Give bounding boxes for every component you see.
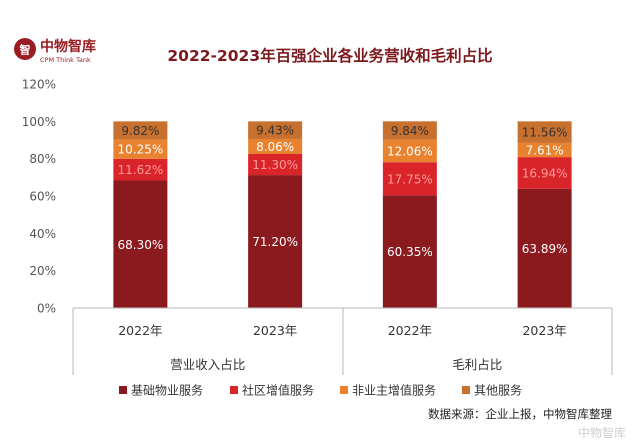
bar-data-label: 16.94% xyxy=(522,166,568,180)
bar-data-label: 12.06% xyxy=(387,144,433,158)
bar-segment xyxy=(113,180,168,308)
bar-data-label: 17.75% xyxy=(387,172,433,186)
legend-swatch xyxy=(119,386,127,394)
bar-data-label: 11.30% xyxy=(252,158,298,172)
bar-segment xyxy=(248,121,303,139)
legend-label: 社区增值服务 xyxy=(242,383,314,398)
x-tick-label: 2023年 xyxy=(522,323,566,338)
legend-label: 非业主增值服务 xyxy=(352,383,436,398)
bar-segment xyxy=(517,157,572,189)
bar-segment xyxy=(382,195,437,308)
x-tick-label: 2023年 xyxy=(253,323,297,338)
legend: 基础物业服务 社区增值服务 非业主增值服务 其他服务 xyxy=(119,383,522,398)
bar-data-label: 9.43% xyxy=(256,124,294,138)
legend-swatch xyxy=(340,386,348,394)
bar-segment xyxy=(517,188,572,308)
x-tick-label: 2022年 xyxy=(388,323,432,338)
legend-label: 其他服务 xyxy=(474,383,522,398)
y-tick-label: 80% xyxy=(29,152,56,166)
x-group-label: 毛利占比 xyxy=(452,357,502,372)
legend-swatch xyxy=(462,386,470,394)
bar-data-label: 63.89% xyxy=(522,242,568,256)
y-tick-label: 40% xyxy=(29,227,56,241)
bar-data-label: 71.20% xyxy=(252,235,298,249)
y-tick-label: 0% xyxy=(37,302,56,316)
brand-name: 中物智库 xyxy=(40,38,96,55)
bar-data-label: 11.56% xyxy=(522,126,568,140)
bar-segment xyxy=(517,121,572,143)
brand-seal-char: 智 xyxy=(20,43,31,57)
bar-data-label: 11.62% xyxy=(117,163,163,177)
bar-data-label: 9.84% xyxy=(391,124,429,138)
chart-title: 2022-2023年百强企业各业务营收和毛利占比 xyxy=(167,46,492,65)
bar-segment xyxy=(113,139,168,159)
bar-data-label: 60.35% xyxy=(387,245,433,259)
bar-segment xyxy=(382,121,437,140)
bar-segment xyxy=(248,138,303,154)
legend-swatch xyxy=(230,386,238,394)
bar-segment xyxy=(382,139,437,163)
y-axis: 0% 20% 40% 60% 80% 100% 120% xyxy=(22,78,56,316)
bar-segment xyxy=(113,158,168,181)
brand-logo: 智 中物智库 CPM Think Tank xyxy=(14,38,96,64)
bar-segment xyxy=(248,175,303,308)
legend-label: 基础物业服务 xyxy=(131,383,203,398)
bar-segment xyxy=(248,154,303,176)
bar-data-label: 68.30% xyxy=(117,238,163,252)
bar-segment xyxy=(517,142,572,158)
watermark: 中物智库 xyxy=(578,425,626,440)
y-tick-label: 20% xyxy=(29,264,56,278)
brand-seal-icon xyxy=(14,38,36,60)
source-note: 数据来源：企业上报，中物智库整理 xyxy=(428,407,612,421)
bars: 68.30% 11.62% 10.25% 9.82% 71.20% 11.30% 8.06%… xyxy=(113,121,572,308)
bar-segment xyxy=(113,121,168,140)
bar-segment xyxy=(382,162,437,196)
y-tick-label: 120% xyxy=(22,78,56,92)
x-group-label: 营业收入占比 xyxy=(170,357,245,372)
x-tick-label: 2022年 xyxy=(118,323,162,338)
bar-data-label: 10.25% xyxy=(117,143,163,157)
y-tick-label: 60% xyxy=(29,190,56,204)
bar-data-label: 9.82% xyxy=(121,124,159,138)
brand-subtitle: CPM Think Tank xyxy=(40,56,91,64)
bar-data-label: 8.06% xyxy=(256,140,294,154)
bar-data-label: 7.61% xyxy=(526,144,564,158)
y-tick-label: 100% xyxy=(22,115,56,129)
